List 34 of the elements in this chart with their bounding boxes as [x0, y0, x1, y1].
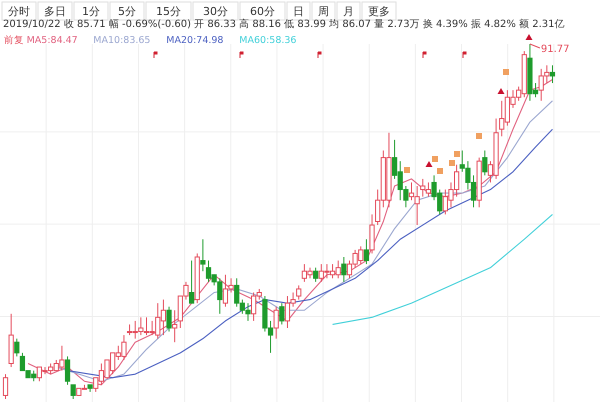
text: 更多	[368, 5, 390, 18]
text: MA5:84.47	[26, 35, 78, 46]
candlestick	[296, 284, 302, 300]
text: 5分	[118, 5, 136, 18]
candlestick	[274, 306, 279, 340]
candlestick	[166, 306, 172, 332]
candlestick	[200, 238, 206, 272]
text: 多日	[44, 5, 66, 18]
candlestick	[364, 238, 370, 265]
text: 分时	[8, 5, 30, 18]
text: MA10:83.65	[93, 35, 150, 46]
candlestick	[64, 356, 70, 386]
text: 日	[293, 5, 304, 18]
candlestick	[550, 64, 556, 84]
chart-subtitle: 2019/10/22 收 85.71 幅 -0.69%(-0.60) 开 86.33 高 88.16 低 83.99 均 86.07 量 2.73万 换 4.39% 振 4.82% 额 2.31亿	[3, 18, 564, 30]
text: 60分	[250, 5, 275, 18]
text: 周	[318, 5, 329, 18]
text: 前复	[4, 34, 24, 46]
candlestick	[279, 302, 284, 325]
candlestick	[70, 384, 76, 400]
text: MA60:58.36	[239, 35, 296, 46]
text: MA20:74.98	[166, 35, 224, 46]
candlestick	[172, 310, 178, 343]
text: 月	[343, 5, 354, 18]
text: 30分	[203, 5, 228, 18]
candlestick	[482, 150, 488, 176]
candlestick	[341, 256, 346, 282]
candlestick	[313, 267, 318, 282]
candlestick	[2, 374, 8, 400]
candlestick	[14, 338, 20, 357]
candlestick	[188, 260, 194, 304]
text: 1分	[82, 5, 100, 18]
text: 91.77	[540, 44, 570, 55]
text: 15分	[156, 5, 181, 18]
